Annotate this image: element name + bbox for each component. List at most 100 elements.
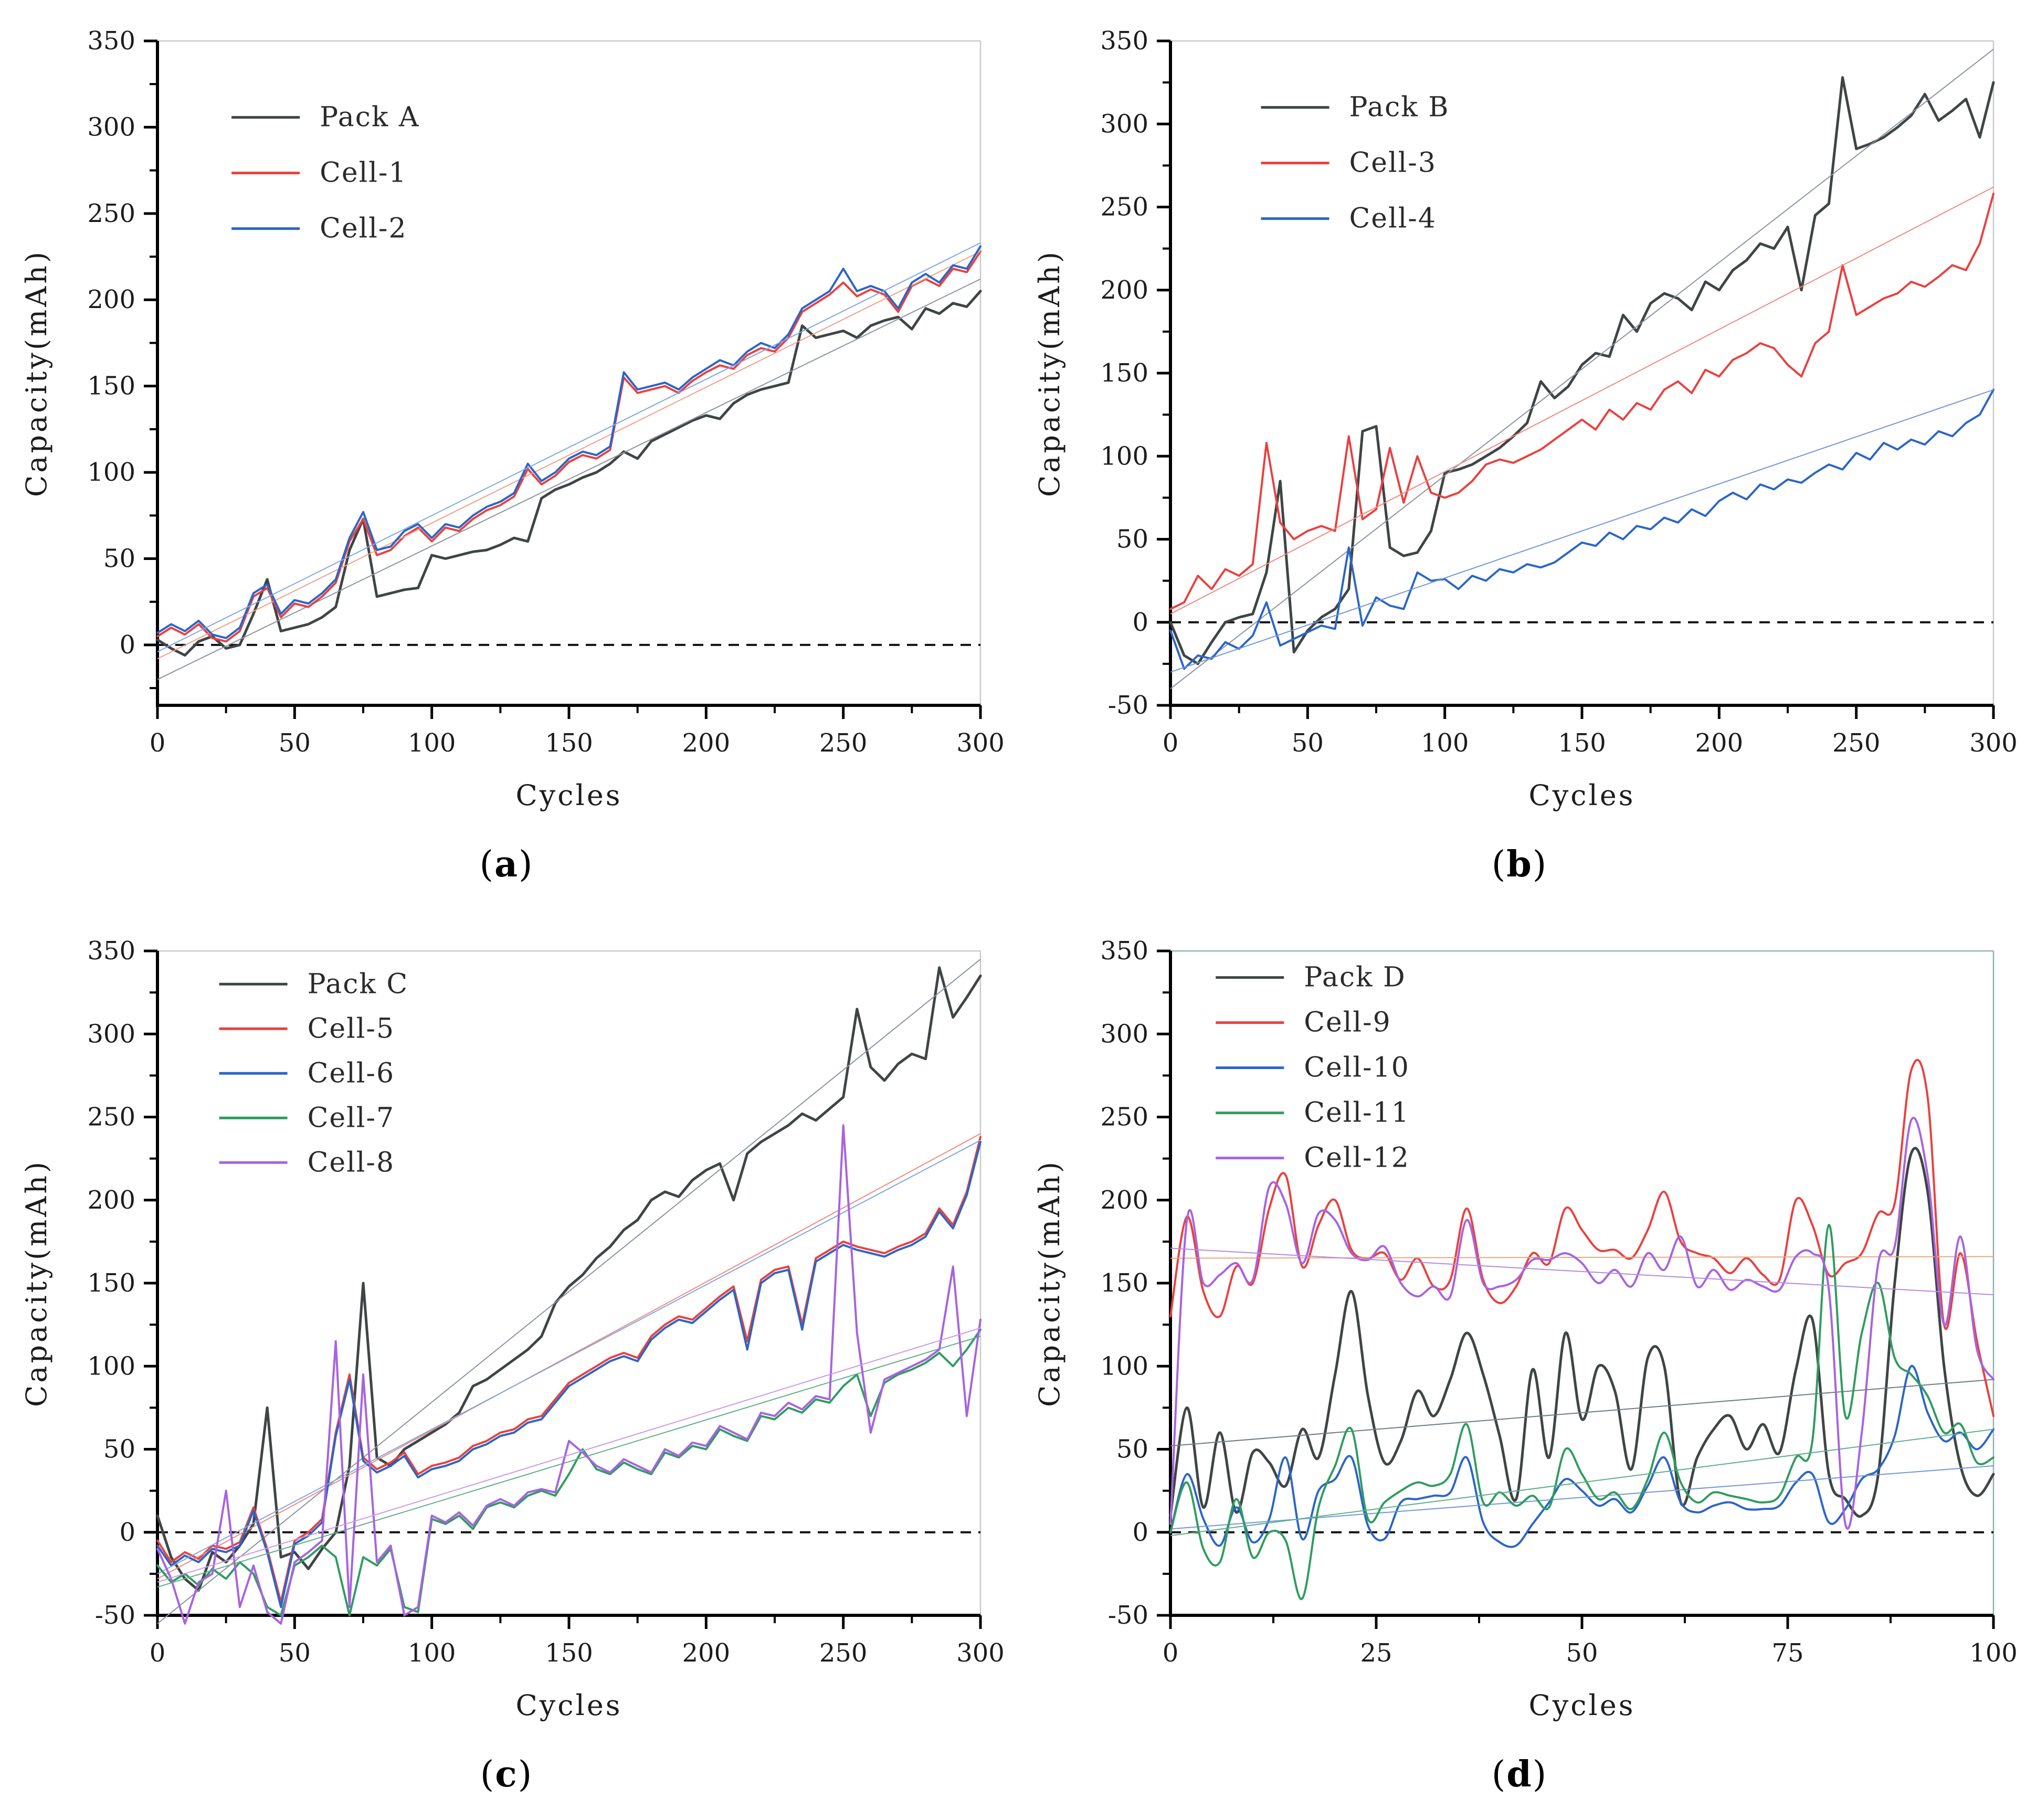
y-tick-label: 350 [87,936,135,966]
series-line-cell-4 [1169,388,1995,670]
x-axis-label: Cycles [515,1689,622,1722]
trend-line-cell-7 [157,1336,981,1588]
y-tick-label: 250 [87,199,135,228]
caption-b-letter: b [1506,843,1533,885]
y-tick-label: 100 [1100,1351,1148,1381]
chart-panel-c: -50 0 50 100 150 200 250 300 350 0 50 100 150 200 250 3… [0,910,1013,1820]
x-tick-label: 300 [1969,728,2018,758]
series-line-pack-b [1169,76,1995,665]
legend-label-pack-a: Pack A [320,102,419,133]
chart-a: 0 50 100 150 200 250 300 350 0 50 100 150 200 250 300 C… [0,0,1013,819]
y-tick-label: 200 [87,1186,135,1215]
x-axis-label: Cycles [515,779,622,812]
y-tick-label: 250 [1100,193,1148,222]
y-tick-label: 50 [103,1435,135,1464]
y-axis-label: Capacity(mAh) [1033,249,1066,497]
y-tick-label: 300 [87,112,135,142]
x-tick-label: 25 [1360,1638,1392,1668]
legend-label-cell-9: Cell-9 [1304,1007,1391,1039]
trend-line-pack-a [157,278,981,680]
trend-line-cell-8 [157,1327,981,1583]
y-tick-label: 250 [87,1103,135,1132]
series-line-cell-12 [1169,1117,1995,1530]
x-tick-label: 0 [1163,728,1179,758]
caption-a: (a) [479,819,533,910]
y-tick-label: 0 [1132,608,1148,637]
y-tick-label: -50 [1108,1601,1148,1630]
y-tick-label: 300 [1100,1019,1148,1049]
y-tick-label: 0 [119,1518,135,1547]
series-line-pack-a [156,290,982,657]
x-tick-label: 150 [545,1638,593,1668]
chart-svg-a: 0 50 100 150 200 250 300 350 0 50 100 150 200 250 300 C… [20,26,1005,812]
y-tick-label: 150 [87,1268,135,1298]
y-tick-label: 50 [103,544,135,573]
legend-label-cell-7: Cell-7 [308,1102,395,1134]
chart-panel-d: -50 0 50 100 150 200 250 300 350 0 25 50 75 100 Cycles… [1013,910,2026,1820]
legend-label-cell-2: Cell-2 [320,213,407,245]
y-tick-label: 350 [1100,26,1148,56]
trend-line-cell-11 [1170,1429,1994,1537]
x-tick-label: 250 [819,1638,868,1668]
series-line-pack-d [1169,1147,1995,1518]
legend-a: Pack A Cell-1 Cell-2 [231,102,419,245]
y-tick-label: 0 [119,630,135,660]
series-line-cell-11 [1169,1224,1995,1600]
y-tick-label: 350 [87,26,135,56]
chart-svg-d: -50 0 50 100 150 200 250 300 350 0 25 50 75 100 Cycles… [1033,936,2018,1722]
trend-line-cell-6 [157,1139,981,1574]
x-axis-label: Cycles [1528,779,1635,812]
legend-label-pack-d: Pack D [1304,962,1406,993]
trend-line-cell-1 [157,251,981,660]
legend-label-cell-1: Cell-1 [320,157,407,189]
x-tick-label: 100 [408,728,456,758]
y-tick-label: 200 [1100,276,1148,305]
legend-label-cell-6: Cell-6 [308,1057,395,1089]
y-tick-label: 150 [87,372,135,401]
series-line-cell-2 [156,245,982,639]
y-tick-label: 100 [87,1351,135,1381]
legend-label-cell-12: Cell-12 [1304,1142,1410,1174]
x-tick-label: 300 [956,1638,1005,1668]
caption-a-letter: a [494,843,519,885]
trend-line-cell-4 [1170,389,1994,673]
x-tick-label: 50 [279,1638,311,1668]
x-tick-label: 100 [1421,728,1469,758]
x-tick-label: 100 [1969,1638,2018,1668]
series-line-cell-3 [1169,193,1995,610]
y-tick-label: 50 [1116,1435,1148,1464]
caption-a-open: ( [479,843,494,885]
series-line-cell-5 [156,1136,982,1603]
caption-b: (b) [1492,819,1548,910]
series-line-cell-8 [156,1124,982,1625]
y-tick-label: 200 [1100,1186,1148,1215]
legend-label-cell-5: Cell-5 [308,1013,395,1044]
y-tick-label: 350 [1100,936,1148,966]
legend-label-cell-3: Cell-3 [1349,147,1436,179]
trend-line-cell-2 [157,242,981,652]
x-tick-label: 200 [682,728,731,758]
legend-c: Pack C Cell-5 Cell-6 Cell-7 Cell-8 [219,968,407,1178]
y-tick-label: 250 [1100,1103,1148,1132]
y-tick-label: -50 [95,1601,135,1630]
chart-svg-c: -50 0 50 100 150 200 250 300 350 0 50 100 150 200 250 3… [20,936,1005,1722]
x-tick-label: 250 [1832,728,1881,758]
series-line-cell-10 [1169,1365,1995,1548]
chart-panel-a: 0 50 100 150 200 250 300 350 0 50 100 150 200 250 300 C… [0,0,1013,910]
caption-b-close: ) [1532,843,1548,885]
trend-line-cell-5 [157,1133,981,1580]
legend-label-cell-8: Cell-8 [308,1147,395,1178]
y-tick-label: -50 [1108,691,1148,720]
legend-d: Pack D Cell-9 Cell-10 Cell-11 Cell-12 [1216,962,1410,1174]
x-tick-label: 300 [956,728,1005,758]
chart-c: -50 0 50 100 150 200 250 300 350 0 50 100 150 200 250 3… [0,910,1013,1729]
series-line-cell-9 [1169,1059,1995,1417]
caption-c-open: ( [480,1753,495,1795]
trend-line-cell-3 [1170,186,1994,615]
x-tick-label: 100 [408,1638,456,1668]
caption-d: (d) [1492,1729,1548,1820]
x-tick-label: 0 [150,728,166,758]
chart-b: -50 0 50 100 150 200 250 300 350 0 50 100 150 200 250 3… [1013,0,2026,819]
y-axis-label: Capacity(mAh) [20,1159,53,1407]
